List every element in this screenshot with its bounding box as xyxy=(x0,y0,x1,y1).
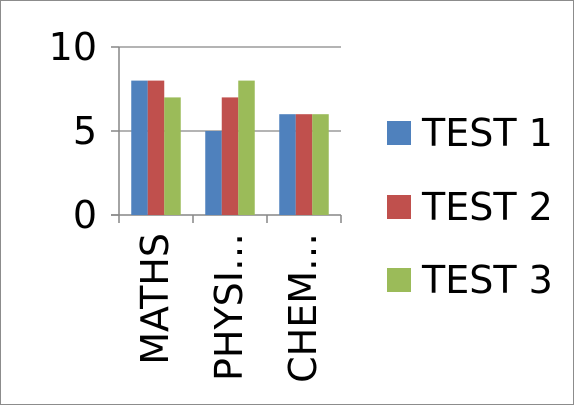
bar-test-3-1 xyxy=(238,80,255,215)
y-tick-label: 5 xyxy=(73,109,97,153)
bar-test-2-2 xyxy=(295,114,313,215)
bar-test-2-0 xyxy=(147,80,165,215)
x-tick-label: MATHS xyxy=(133,233,177,365)
legend-swatch xyxy=(387,268,411,292)
y-tick-label: 0 xyxy=(73,193,97,237)
bar-test-2-1 xyxy=(221,97,239,215)
bar-test-1-0 xyxy=(131,80,148,215)
bar-test-3-0 xyxy=(164,97,181,215)
x-tick-label: PHYSI… xyxy=(207,233,251,381)
x-tick-labels: MATHS PHYSI… CHEM… xyxy=(133,233,325,383)
bar-test-3-2 xyxy=(312,114,329,215)
y-tick-labels: 0 5 10 xyxy=(49,25,97,237)
bar-test-1-2 xyxy=(279,114,296,215)
legend-swatch xyxy=(387,121,411,145)
legend-label: TEST 3 xyxy=(421,258,553,302)
legend-label: TEST 2 xyxy=(421,185,553,229)
legend-swatch xyxy=(387,195,411,219)
bar-test-1-1 xyxy=(205,131,222,215)
x-tick-label: CHEM… xyxy=(281,233,325,383)
legend: TEST 1 TEST 2 TEST 3 xyxy=(387,111,553,302)
bars xyxy=(131,80,329,215)
legend-label: TEST 1 xyxy=(421,111,553,155)
y-tick-label: 10 xyxy=(49,25,97,69)
